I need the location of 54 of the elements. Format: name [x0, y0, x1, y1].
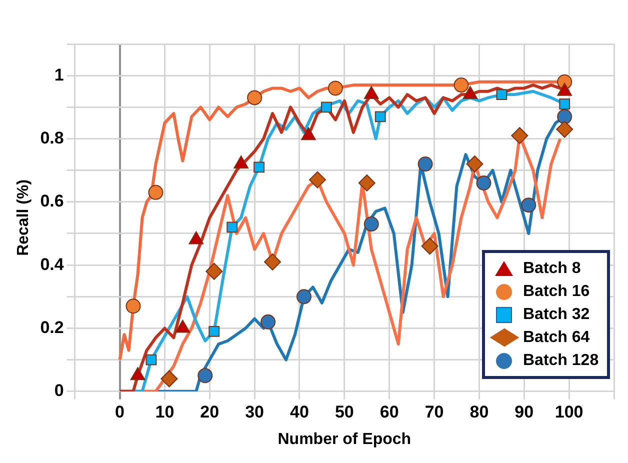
- y-tick-label: 0.8: [40, 128, 64, 148]
- point: [559, 98, 570, 110]
- point: [226, 222, 238, 233]
- x-tick-label: 70: [424, 402, 444, 422]
- point: [198, 368, 213, 384]
- point: [521, 198, 536, 213]
- point: [254, 162, 264, 173]
- x-tick-label: 100: [554, 402, 584, 422]
- point: [358, 174, 376, 192]
- point: [146, 354, 157, 366]
- point: [418, 156, 433, 172]
- point: [206, 262, 223, 280]
- y-tick-label: 0.6: [40, 192, 64, 211]
- legend-label: Batch 32: [523, 306, 590, 324]
- legend-label: Batch 8: [523, 260, 581, 278]
- point: [496, 89, 508, 100]
- point: [264, 253, 282, 270]
- point: [148, 184, 164, 200]
- x-tick-label: 50: [334, 402, 354, 422]
- point: [476, 175, 492, 190]
- point: [320, 102, 332, 113]
- y-tick-label: 0.4: [40, 254, 64, 274]
- point: [364, 216, 379, 232]
- point: [374, 111, 386, 122]
- point: [247, 90, 262, 106]
- x-tick-label: 30: [245, 402, 264, 422]
- point: [511, 127, 528, 144]
- x-tick-label: 10: [155, 402, 174, 422]
- x-tick-label: 90: [514, 402, 534, 422]
- y-tick-label: 1: [54, 65, 64, 84]
- x-axis-title: Number of Epoch: [278, 430, 412, 448]
- point: [328, 80, 343, 96]
- point: [260, 314, 276, 330]
- x-tick-label: 0: [115, 402, 124, 422]
- point: [208, 326, 220, 337]
- y-axis-title: Recall (%): [15, 179, 32, 256]
- point: [454, 78, 469, 93]
- y-tick-label: 0.2: [40, 318, 64, 337]
- point: [160, 370, 178, 388]
- y-tick-label: 0: [54, 381, 64, 400]
- legend-label: Batch 128: [523, 352, 599, 370]
- legend-label: Batch 16: [523, 282, 590, 301]
- point: [421, 238, 438, 255]
- point: [557, 109, 572, 124]
- x-tick-label: 80: [470, 402, 489, 422]
- point: [556, 120, 574, 138]
- x-tick-label: 40: [290, 402, 309, 422]
- x-tick-label: 60: [380, 402, 399, 422]
- legend-label: Batch 64: [523, 328, 590, 347]
- point: [308, 171, 326, 188]
- point: [296, 289, 312, 304]
- x-tick-label: 20: [200, 402, 220, 422]
- point: [126, 298, 141, 314]
- point: [466, 156, 484, 173]
